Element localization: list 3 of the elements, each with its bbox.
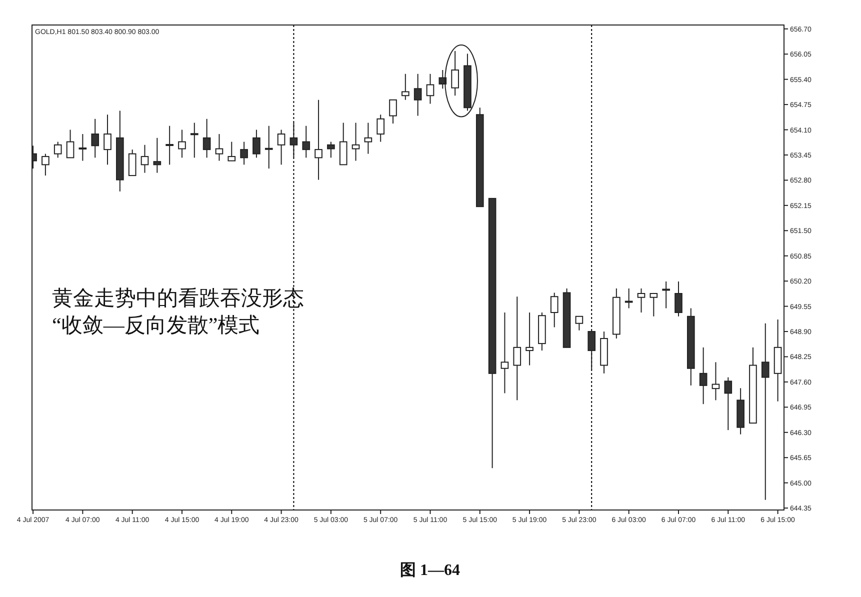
annotation: 黄金走势中的看跌吞没形态	[52, 286, 304, 310]
caption: 图 1—64	[400, 562, 460, 579]
annotation: “收敛—反向发散”模式	[52, 313, 260, 337]
